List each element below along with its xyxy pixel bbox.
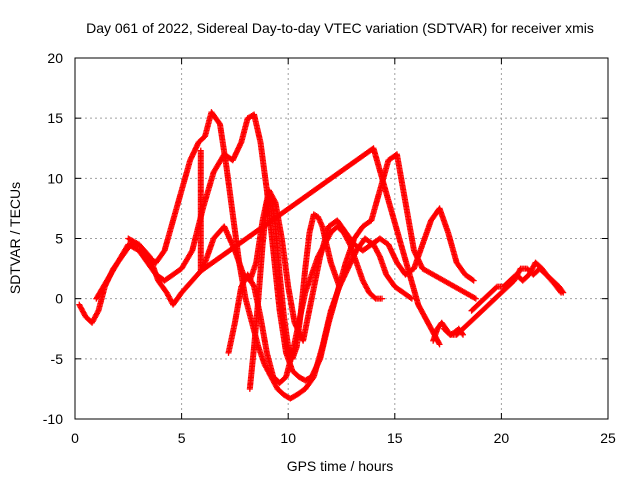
data-point xyxy=(376,252,383,259)
data-point xyxy=(371,294,378,301)
y-tick-label: 20 xyxy=(47,50,63,66)
x-tick-label: 5 xyxy=(178,430,186,446)
y-tick-label: 0 xyxy=(55,291,63,307)
y-tick-label: -5 xyxy=(51,351,64,367)
x-tick-label: 0 xyxy=(71,430,79,446)
data-point xyxy=(336,283,343,290)
chart-title: Day 061 of 2022, Sidereal Day-to-day VTE… xyxy=(86,20,594,36)
data-point xyxy=(436,341,443,348)
x-tick-label: 20 xyxy=(494,430,510,446)
data-point xyxy=(379,295,386,302)
y-tick-label: 5 xyxy=(55,231,63,247)
data-point xyxy=(472,295,479,302)
x-axis-label: GPS time / hours xyxy=(287,458,394,474)
y-tick-label: 10 xyxy=(47,170,63,186)
data-point xyxy=(469,276,476,283)
data-point xyxy=(558,289,565,296)
x-tick-label: 15 xyxy=(387,430,403,446)
grid-lines xyxy=(75,58,608,419)
data-point xyxy=(471,294,478,301)
y-tick-label: 15 xyxy=(47,110,63,126)
x-tick-label: 10 xyxy=(280,430,296,446)
data-point xyxy=(557,288,564,295)
x-tick-label: 25 xyxy=(600,430,616,446)
data-point xyxy=(459,330,466,337)
y-axis-label: SDTVAR / TECUs xyxy=(7,182,23,294)
data-point xyxy=(435,340,442,347)
data-point xyxy=(250,282,257,289)
axis-ticks: 0 5 10 15 20 25 -10 -5 0 5 10 15 20 xyxy=(43,50,616,446)
data-points xyxy=(76,109,567,402)
data-point xyxy=(407,294,414,301)
data-point xyxy=(94,309,101,316)
data-point xyxy=(346,240,353,247)
data-point xyxy=(493,284,500,291)
data-point xyxy=(470,277,477,284)
y-tick-label: -10 xyxy=(43,411,63,427)
data-point xyxy=(460,331,467,338)
